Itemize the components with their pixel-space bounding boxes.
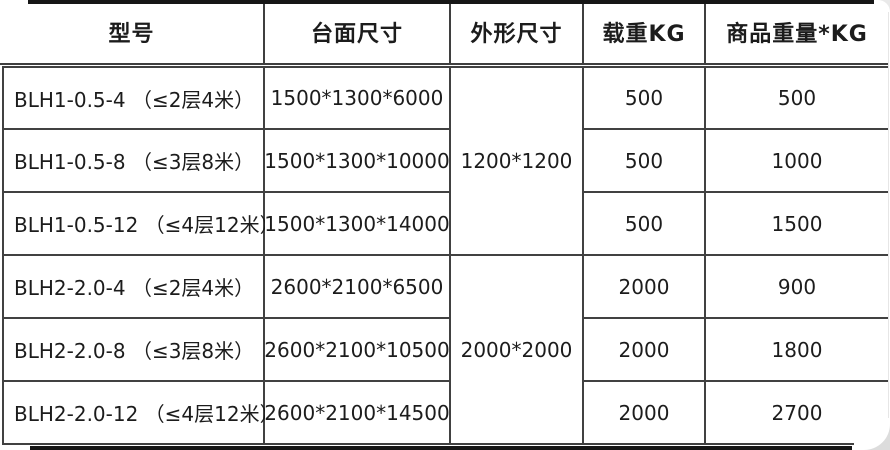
product-weight-cell: 2700 bbox=[706, 382, 888, 445]
product-weight-cell: 1000 bbox=[706, 130, 888, 193]
overall-size-merged-cell: 1200*1200 bbox=[451, 66, 584, 256]
product-weight-cell: 900 bbox=[706, 256, 888, 319]
platform-size-cell: 2600*2100*10500 bbox=[264, 319, 451, 382]
rounded-corner-top-right bbox=[874, 0, 890, 12]
top-border-bar bbox=[28, 0, 877, 4]
platform-size-cell: 1500*1300*14000 bbox=[264, 193, 451, 256]
load-kg-cell: 2000 bbox=[584, 319, 706, 382]
platform-size-cell: 2600*2100*14500 bbox=[264, 382, 451, 445]
product-weight-cell: 1800 bbox=[706, 319, 888, 382]
rounded-corner-bottom-right bbox=[854, 418, 890, 450]
overall-size-merged-cell: 2000*2000 bbox=[451, 256, 584, 445]
header-cell-load-kg: 载重KG bbox=[584, 0, 706, 63]
load-kg-cell: 500 bbox=[584, 193, 706, 256]
table-body: BLH1-0.5-4 （≤2层4米） 1500*1300*6000 500 500 BL… bbox=[2, 66, 888, 445]
model-cell: BLH2-2.0-4 （≤2层4米） bbox=[2, 256, 265, 319]
load-kg-cell: 500 bbox=[584, 66, 706, 130]
model-cell: BLH1-0.5-12 （≤4层12米） bbox=[2, 193, 280, 256]
header-cell-product-weight: 商品重量*KG bbox=[726, 21, 868, 47]
model-cell: BLH2-2.0-8 （≤3层8米） bbox=[2, 319, 265, 382]
load-kg-cell: 2000 bbox=[584, 256, 706, 319]
header-cell-overall-size: 外形尺寸 bbox=[451, 0, 584, 63]
table-header-row: 型号 台面尺寸 外形尺寸 载重KG 商品重量*KG bbox=[0, 0, 888, 65]
model-cell: BLH1-0.5-4 （≤2层4米） bbox=[2, 66, 265, 130]
platform-size-cell: 1500*1300*10000 bbox=[264, 130, 451, 193]
product-weight-cell: 500 bbox=[706, 66, 888, 130]
platform-size-cell: 2600*2100*6500 bbox=[265, 256, 451, 319]
bottom-border-bar bbox=[30, 446, 852, 450]
platform-size-cell: 1500*1300*6000 bbox=[265, 66, 451, 130]
header-cell-platform-size: 台面尺寸 bbox=[265, 0, 451, 63]
load-kg-cell: 2000 bbox=[584, 382, 706, 445]
model-cell: BLH2-2.0-12 （≤4层12米） bbox=[2, 382, 280, 445]
load-kg-cell: 500 bbox=[584, 130, 706, 193]
model-cell: BLH1-0.5-8 （≤3层8米） bbox=[2, 130, 265, 193]
product-weight-cell: 1500 bbox=[706, 193, 888, 256]
card-right-edge bbox=[888, 0, 889, 450]
header-cell-model: 型号 bbox=[0, 0, 265, 63]
